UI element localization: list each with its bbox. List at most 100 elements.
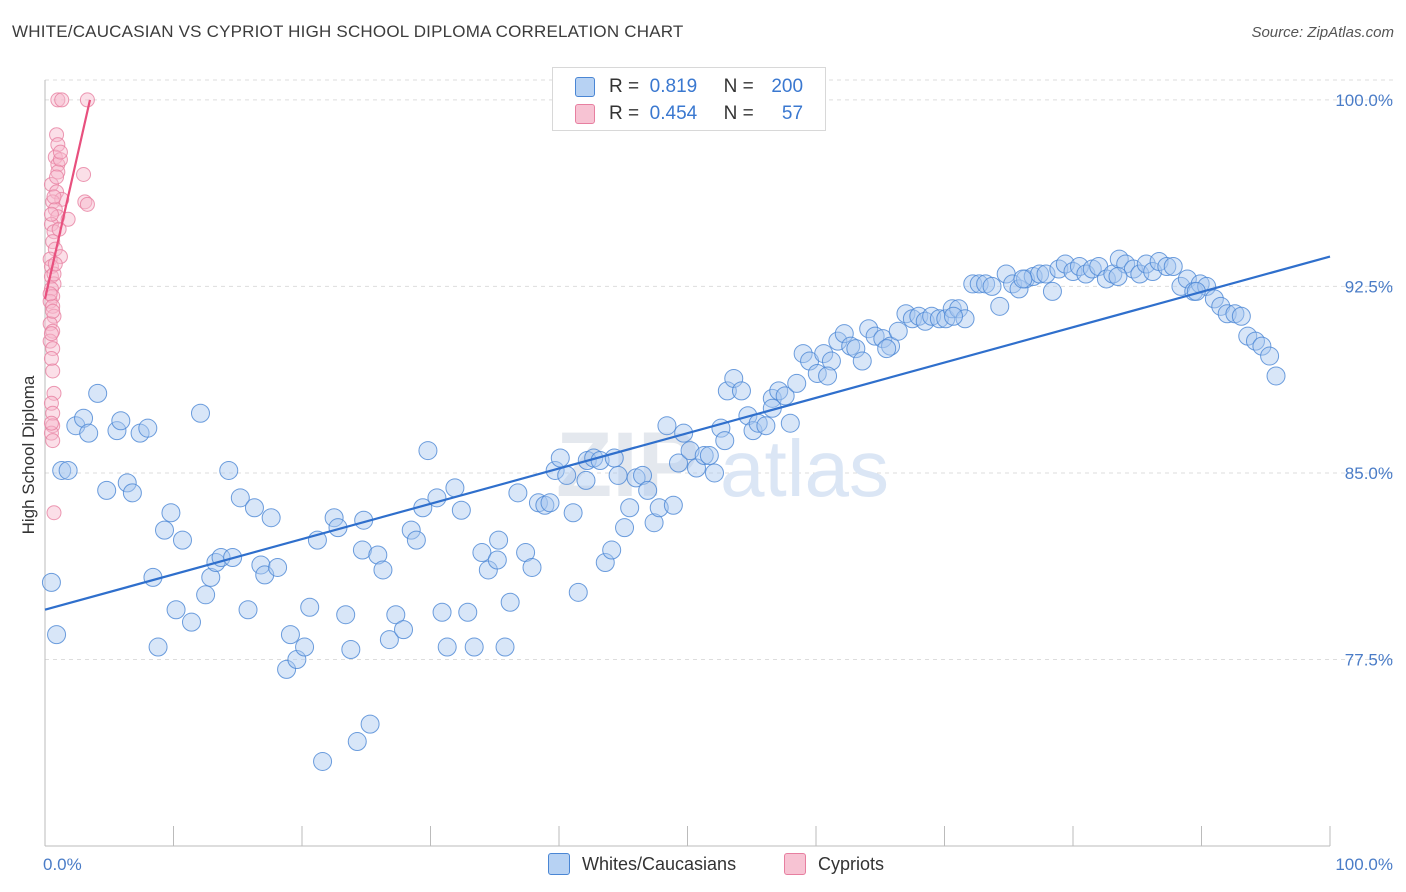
data-point bbox=[261, 508, 281, 528]
data-point bbox=[990, 296, 1010, 316]
legend-swatch-pink bbox=[575, 104, 595, 124]
data-point bbox=[1163, 257, 1183, 277]
data-point bbox=[230, 488, 250, 508]
data-point bbox=[936, 309, 956, 329]
data-point bbox=[43, 351, 59, 367]
data-point bbox=[1171, 276, 1191, 296]
data-point bbox=[699, 446, 719, 466]
data-point bbox=[368, 545, 388, 565]
data-point bbox=[47, 256, 63, 272]
data-point bbox=[828, 331, 848, 351]
data-point bbox=[818, 366, 838, 386]
data-point bbox=[1042, 281, 1062, 301]
y-tick-label: 100.0% bbox=[1335, 91, 1393, 110]
data-point bbox=[1123, 259, 1143, 279]
data-point bbox=[58, 460, 78, 480]
data-point bbox=[47, 625, 67, 645]
data-point bbox=[915, 311, 935, 331]
chart-title: WHITE/CAUCASIAN VS CYPRIOT HIGH SCHOOL D… bbox=[12, 22, 684, 41]
data-point bbox=[138, 418, 158, 438]
data-point bbox=[859, 319, 879, 339]
data-point bbox=[563, 503, 583, 523]
data-point bbox=[834, 324, 854, 344]
data-point bbox=[540, 493, 560, 513]
data-point bbox=[489, 530, 509, 550]
data-point bbox=[595, 552, 615, 572]
data-point bbox=[680, 441, 700, 461]
x-tick-label-max: 100.0% bbox=[1335, 855, 1393, 874]
data-point bbox=[644, 513, 664, 533]
legend-n-label: N = bbox=[723, 103, 754, 124]
data-point bbox=[955, 309, 975, 329]
data-point bbox=[704, 463, 724, 483]
data-point bbox=[615, 518, 635, 538]
data-point bbox=[1108, 266, 1128, 286]
data-point bbox=[1204, 289, 1224, 309]
series-cypriots-points bbox=[42, 92, 95, 521]
data-point bbox=[97, 480, 117, 500]
data-point bbox=[717, 381, 737, 401]
data-point bbox=[1231, 306, 1251, 326]
data-point bbox=[464, 637, 484, 657]
data-point bbox=[602, 540, 622, 560]
data-point bbox=[77, 194, 93, 210]
data-point bbox=[793, 344, 813, 364]
data-point bbox=[122, 483, 142, 503]
data-point bbox=[1252, 336, 1272, 356]
data-point bbox=[929, 309, 949, 329]
data-point bbox=[649, 498, 669, 518]
trend-line-whites bbox=[44, 255, 1331, 611]
data-point bbox=[406, 530, 426, 550]
data-point bbox=[190, 403, 210, 423]
data-point bbox=[280, 625, 300, 645]
bottom-legend-label: Cypriots bbox=[818, 853, 885, 874]
data-point bbox=[219, 460, 239, 480]
data-point bbox=[268, 557, 288, 577]
data-point bbox=[341, 640, 361, 660]
data-point bbox=[535, 495, 555, 515]
series-whites-points bbox=[41, 249, 1286, 771]
legend-r-label: R = bbox=[609, 103, 640, 124]
data-point bbox=[500, 592, 520, 612]
y-axis-label: High School Diploma bbox=[19, 375, 38, 534]
data-point bbox=[88, 383, 108, 403]
data-point bbox=[41, 572, 61, 592]
data-point bbox=[550, 448, 570, 468]
data-point bbox=[769, 381, 789, 401]
data-point bbox=[982, 276, 1002, 296]
data-point bbox=[568, 582, 588, 602]
data-point bbox=[487, 550, 507, 570]
data-point bbox=[172, 530, 192, 550]
data-point bbox=[780, 413, 800, 433]
data-point bbox=[1055, 254, 1075, 274]
data-point bbox=[669, 453, 689, 473]
data-point bbox=[756, 416, 776, 436]
data-point bbox=[46, 308, 62, 324]
data-point bbox=[43, 415, 59, 431]
data-point bbox=[1143, 262, 1163, 281]
data-point bbox=[117, 473, 137, 493]
legend-r-value: 0.454 bbox=[649, 103, 698, 124]
data-point bbox=[54, 92, 70, 108]
data-point bbox=[79, 423, 99, 443]
data-point bbox=[79, 92, 95, 108]
x-tick-label-min: 0.0% bbox=[43, 855, 82, 874]
data-point bbox=[181, 612, 201, 632]
data-point bbox=[663, 495, 683, 515]
data-point bbox=[841, 336, 861, 356]
data-point bbox=[451, 500, 471, 520]
data-point bbox=[715, 431, 735, 451]
data-point bbox=[458, 602, 478, 622]
legend-r-value: 0.819 bbox=[649, 76, 698, 97]
data-point bbox=[873, 329, 893, 349]
data-point bbox=[846, 339, 866, 359]
data-point bbox=[1013, 269, 1033, 289]
data-point bbox=[238, 600, 258, 620]
data-point bbox=[277, 659, 297, 679]
data-point bbox=[161, 503, 181, 523]
bottom-legend-swatch-pink bbox=[784, 853, 806, 875]
data-point bbox=[45, 418, 61, 434]
data-point bbox=[943, 306, 963, 326]
data-point bbox=[52, 460, 72, 480]
